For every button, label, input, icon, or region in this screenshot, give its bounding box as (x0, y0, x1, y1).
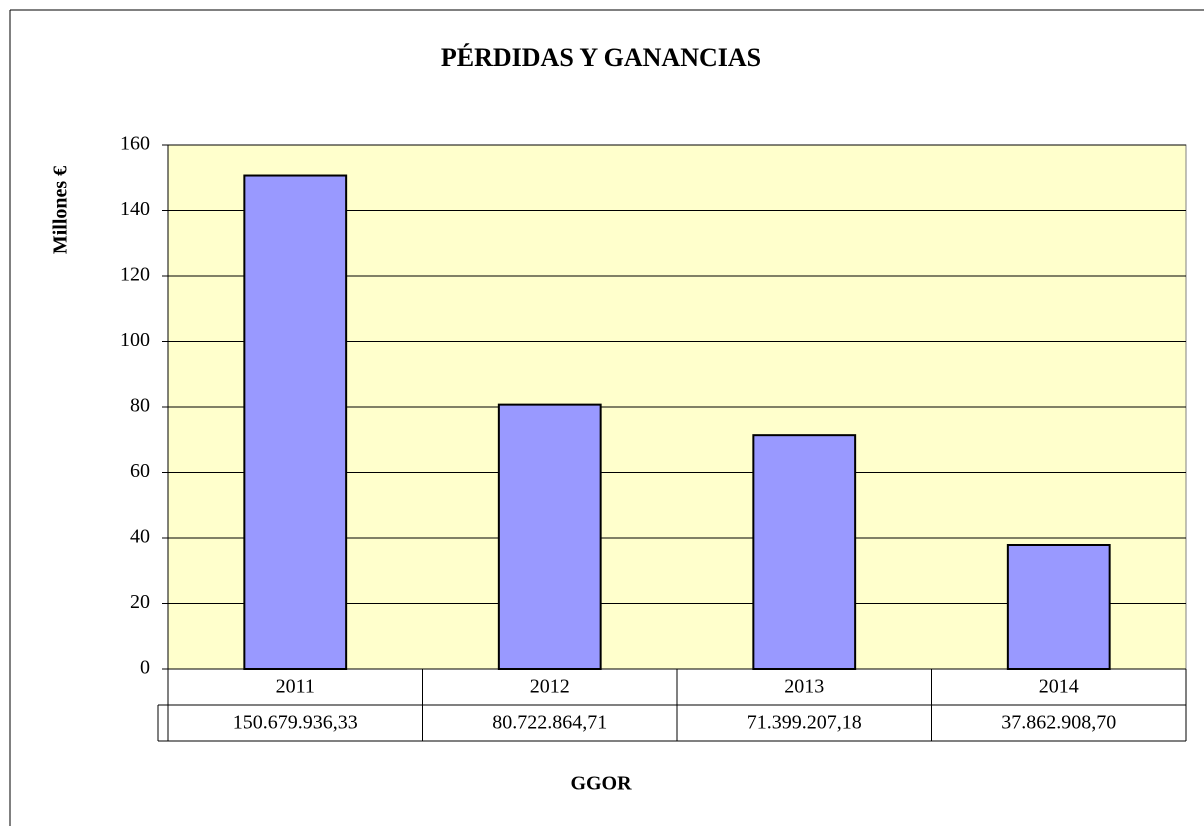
value-label: 80.722.864,71 (492, 712, 607, 734)
y-tick-label: 40 (130, 526, 150, 548)
y-tick-label: 100 (120, 329, 150, 351)
bar (497, 403, 602, 670)
y-tick-label: 80 (130, 395, 150, 417)
y-tick-label: 60 (130, 460, 150, 482)
y-tick-label: 120 (120, 264, 150, 286)
x-tick-label: 2013 (784, 676, 824, 698)
bar (1006, 543, 1111, 670)
value-label: 37.862.908,70 (1001, 712, 1116, 734)
x-tick-label: 2011 (276, 676, 315, 698)
y-axis-title: Millones € (50, 166, 72, 254)
x-tick-label: 2012 (530, 676, 570, 698)
bar (752, 434, 857, 670)
bar (243, 174, 348, 671)
y-tick-label: 20 (130, 591, 150, 613)
chart-title: PÉRDIDAS Y GANANCIAS (441, 43, 761, 72)
y-tick-label: 0 (140, 657, 150, 679)
y-tick-label: 140 (120, 198, 150, 220)
value-label: 150.679.936,33 (233, 712, 358, 734)
value-label: 71.399.207,18 (747, 712, 862, 734)
x-tick-label: 2014 (1039, 676, 1079, 698)
y-tick-label: 160 (120, 133, 150, 155)
x-axis-title: GGOR (570, 773, 632, 795)
